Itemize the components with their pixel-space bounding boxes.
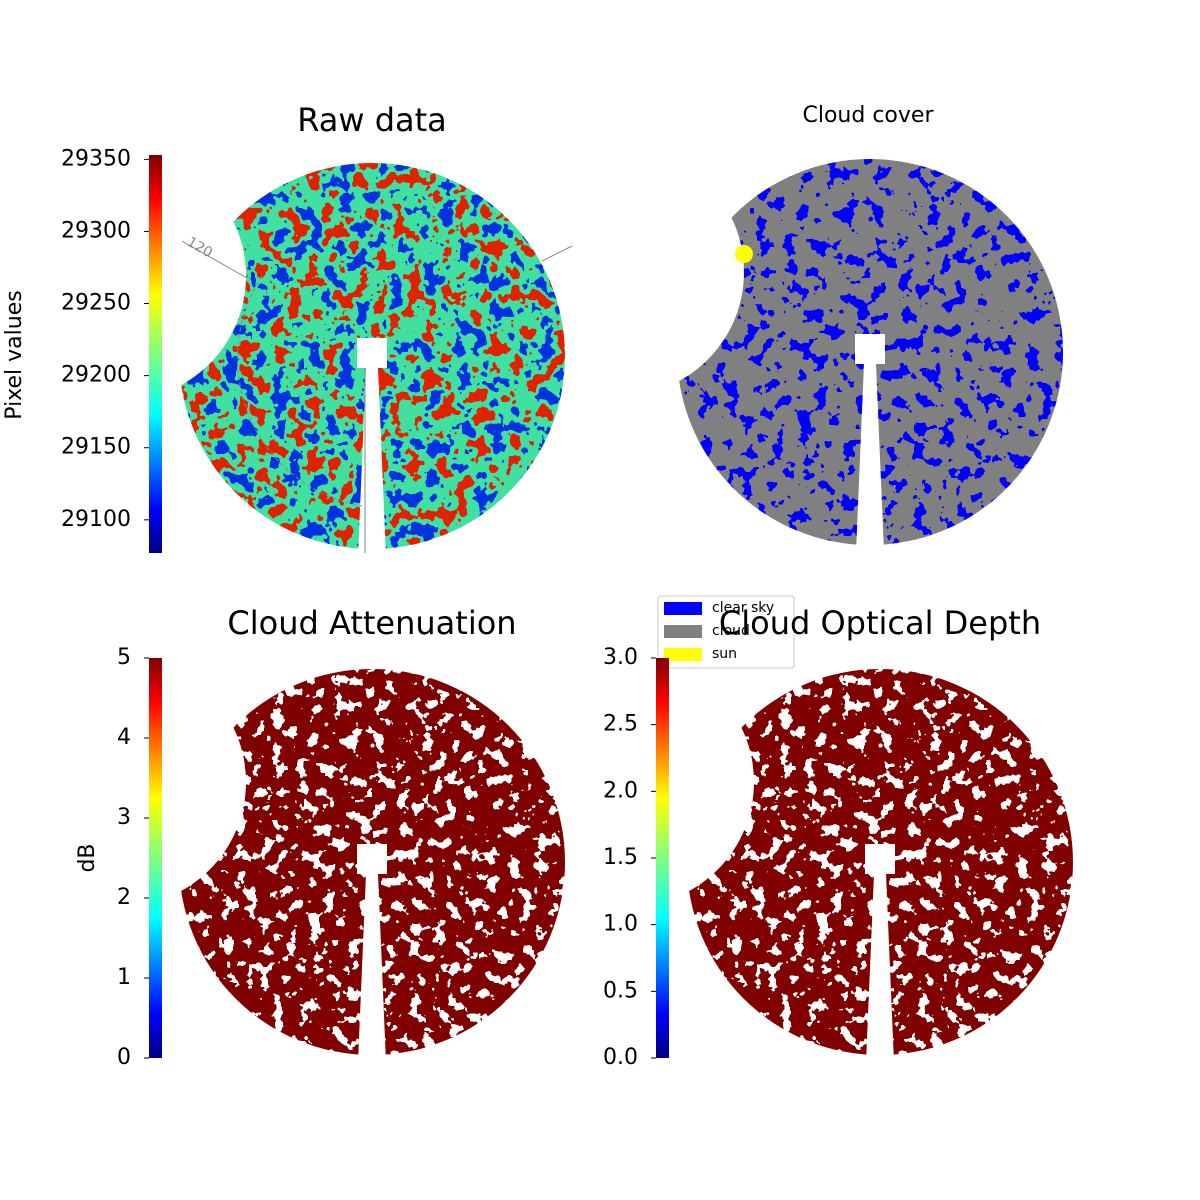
- optical-depth-image: [680, 662, 1080, 1062]
- legend-label: cloud: [712, 623, 750, 639]
- colorbar-label: dB: [75, 843, 100, 872]
- legend-swatch: [664, 602, 702, 615]
- colorbar: [149, 155, 162, 553]
- colorbar: [656, 658, 669, 1058]
- legend-swatch: [664, 648, 702, 661]
- colorbar-tick-label: 29250: [61, 291, 131, 316]
- colorbar-tick-label: 5: [117, 645, 131, 670]
- colorbar-tick-label: 0.5: [603, 978, 638, 1003]
- colorbar: [149, 658, 162, 1058]
- legend-label: clear sky: [712, 600, 774, 616]
- colorbar-tick-label: 2.0: [603, 778, 638, 803]
- colorbar-tick-label: 1.5: [603, 845, 638, 870]
- colorbar-tick-label: 29150: [61, 435, 131, 460]
- overlays: 29100 29150 29200 29250 29300 29350 Pixel valu…: [2, 101, 1041, 1070]
- colorbar-tick-label: 4: [117, 725, 131, 750]
- colorbar-tick-label: 29100: [61, 507, 131, 532]
- panel-title: Cloud Optical Depth: [719, 604, 1041, 642]
- colorbar-tick-label: 3.0: [603, 645, 638, 670]
- colorbar-tick-label: 0.0: [603, 1045, 638, 1070]
- cloud-cover-image: [670, 152, 1070, 552]
- colorbar-tick-label: 3: [117, 805, 131, 830]
- attenuation-image: [172, 662, 572, 1062]
- raw-image: [172, 156, 573, 556]
- colorbar-tick-label: 0: [117, 1045, 131, 1070]
- colorbar-tick-label: 29350: [61, 146, 131, 171]
- panel-title: Cloud cover: [803, 103, 935, 128]
- colorbar-tick-label: 2: [117, 885, 131, 910]
- colorbar-tick-label: 29200: [61, 363, 131, 388]
- legend-swatch: [664, 625, 702, 638]
- colorbar-tick-label: 1.0: [603, 912, 638, 937]
- panel-title: Raw data: [297, 101, 447, 139]
- legend-label: sun: [712, 646, 737, 662]
- colorbar-tick-label: 29300: [61, 218, 131, 243]
- colorbar-tick-label: 1: [117, 965, 131, 990]
- colorbar-tick-label: 2.5: [603, 712, 638, 737]
- panel-title: Cloud Attenuation: [227, 604, 516, 642]
- colorbar-label: Pixel values: [2, 290, 27, 419]
